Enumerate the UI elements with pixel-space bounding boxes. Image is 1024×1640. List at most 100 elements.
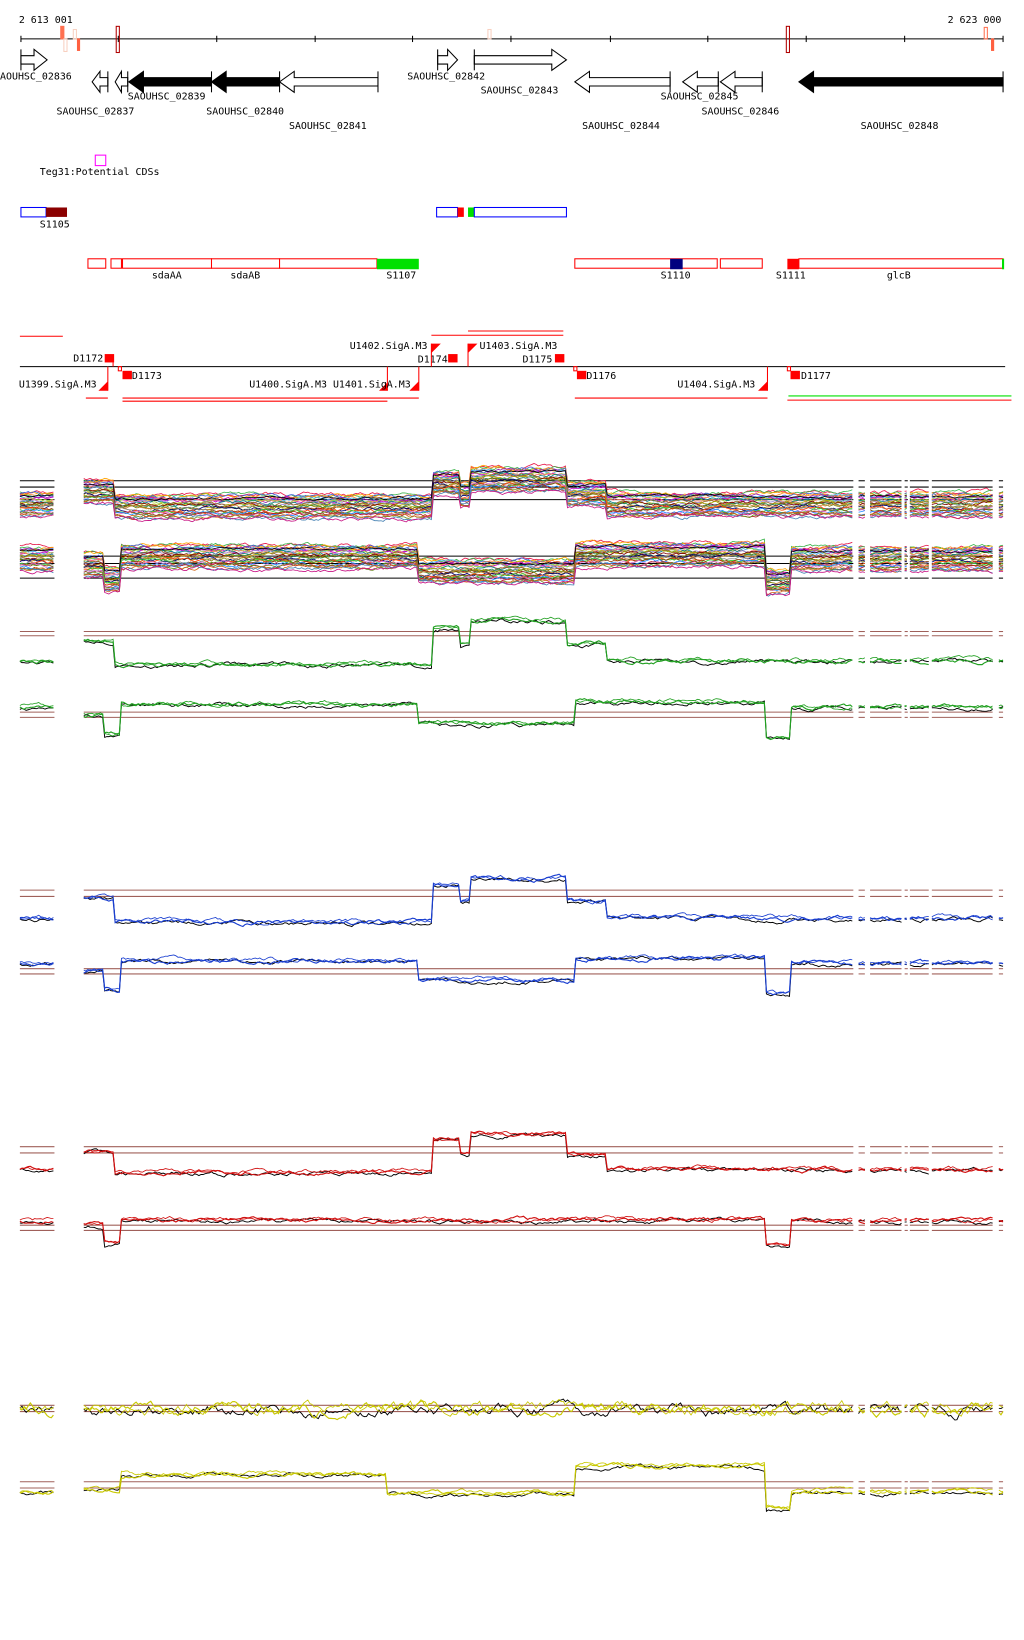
signal-trace [909,1490,929,1495]
teg-feature-box[interactable] [94,154,107,167]
signal-trace [904,549,907,551]
signal-trace [858,551,865,555]
gene-arrow[interactable] [437,48,459,72]
operon-box-glcb[interactable] [798,258,1004,269]
axis-feature-mark[interactable] [63,38,68,53]
signal-trace [909,488,929,493]
srna-green-mark[interactable] [468,207,475,217]
operon-label-sdaab: sdaAB [230,271,260,282]
gene-arrow[interactable] [210,70,281,94]
operon-box[interactable] [110,258,122,269]
d1176-box[interactable] [576,370,587,380]
signal-trace [19,1167,54,1171]
u1404-promoter-flag[interactable] [758,381,768,391]
signal-trace [858,916,865,919]
label-d1173: D1173 [132,371,162,382]
axis-feature-mark[interactable] [76,38,81,51]
gene-arrow[interactable] [91,69,109,94]
signal-trace [19,506,54,511]
d1177-box[interactable] [790,370,800,380]
signal-trace [998,659,1004,662]
signal-trace [83,560,853,592]
signal-trace [998,964,1004,967]
signal-trace [19,546,54,552]
signal-trace [909,659,929,663]
signal-trace [909,1218,929,1223]
axis-feature-mark[interactable] [60,25,65,40]
signal-trace [858,550,865,553]
signal-trace [904,506,907,509]
axis-feature-mark[interactable] [487,28,492,40]
signal-trace [858,546,865,549]
srna-s1105-box[interactable] [46,207,68,217]
gene-arrow[interactable] [797,70,1004,94]
axis-feature-mark[interactable] [115,25,120,54]
signal-trace [909,657,929,661]
srna-red-mark[interactable] [457,207,464,217]
axis-feature-mark[interactable] [991,38,995,51]
operon-box-sdaab[interactable] [210,258,281,269]
signal-trace [83,561,853,593]
signal-trace [83,483,853,518]
gene-arrow[interactable] [114,69,129,95]
d1172-box[interactable] [104,354,115,363]
u1403-promoter-flag[interactable] [468,343,478,354]
signal-trace [869,658,902,665]
signal-trace [19,554,54,558]
signal-trace [858,513,865,517]
signal-trace [909,550,929,554]
gene-arrow[interactable] [473,48,568,72]
operon-box[interactable] [574,258,718,269]
signal-trace [998,704,1004,707]
signal-trace [19,1402,54,1419]
u1402-promoter-flag[interactable] [431,343,441,354]
u1399-promoter-flag[interactable] [98,381,108,391]
signal-trace [998,558,1004,561]
axis-feature-mark[interactable] [983,26,988,40]
operon-box-s1110[interactable] [670,258,683,270]
axis-feature-mark[interactable] [72,28,77,40]
signal-trace [858,568,866,571]
signal-trace [858,1490,866,1494]
signal-trace [904,569,907,572]
d1173-box[interactable] [122,370,132,380]
operon-box-s1111[interactable] [787,258,799,270]
gene-label: SAOUHSC_02842 [407,72,485,83]
signal-trace [83,554,853,589]
axis-feature-mark[interactable] [785,25,790,54]
gene-arrow[interactable] [681,70,719,94]
d1175-box[interactable] [554,354,565,363]
signal-trace [83,1398,853,1417]
signal-trace [858,564,865,567]
gene-arrow[interactable] [278,70,379,94]
axis-marks [60,25,995,54]
signal-trace [19,508,54,513]
srna-box[interactable] [20,206,47,218]
signal-trace [858,494,866,497]
u1401-promoter-flag[interactable] [409,381,419,391]
signal-trace [998,509,1004,512]
d1174-box[interactable] [448,354,458,363]
signal-trace [998,1168,1004,1171]
operon-box[interactable] [719,258,763,269]
signal-trace [83,481,853,515]
srna-box[interactable] [436,206,459,218]
operon-box-s1107[interactable] [376,258,419,270]
signal-trace [931,495,993,499]
signal-trace [83,1215,853,1247]
gene-arrow[interactable] [719,70,763,94]
label-d1177: D1177 [801,371,831,382]
operon-box[interactable] [279,258,378,269]
gene-arrow[interactable] [573,70,671,94]
gene-arrow[interactable] [20,48,48,72]
signal-trace [904,1168,907,1170]
signal-trace [858,550,866,552]
signal-trace [931,499,993,504]
signal-trace [998,496,1004,498]
gene-arrow[interactable] [127,70,213,94]
operon-box[interactable] [87,258,107,269]
operon-box-sdaaa[interactable] [121,258,213,269]
signal-trace [931,492,993,497]
srna-box[interactable] [473,206,567,218]
